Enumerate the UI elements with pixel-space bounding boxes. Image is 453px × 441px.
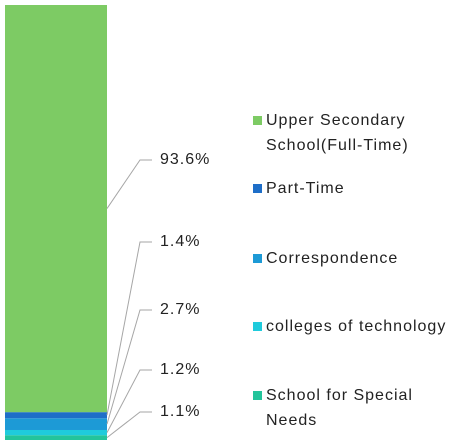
leader-line: [106, 159, 152, 209]
leader-line: [106, 309, 152, 425]
data-label: 1.4%: [160, 233, 200, 250]
leader-line: [106, 369, 152, 433]
legend-label: Part-Time: [266, 180, 345, 197]
bar-segment: [5, 412, 107, 419]
bar-segment: [5, 5, 107, 413]
bar-segment: [5, 435, 107, 440]
data-label: 93.6%: [160, 151, 210, 168]
data-label: 2.7%: [160, 301, 200, 318]
legend-marker: [253, 116, 262, 125]
legend-label: Upper Secondary School(Full-Time): [266, 112, 409, 154]
bar-segment: [5, 429, 107, 436]
legend-marker: [253, 254, 262, 263]
leader-line: [106, 411, 152, 439]
leader-line: [106, 241, 152, 416]
legend-marker: [253, 322, 262, 331]
data-label: 1.2%: [160, 361, 200, 378]
bar-segment: [5, 418, 107, 430]
data-label: 1.1%: [160, 403, 200, 420]
legend-label: colleges of technology: [266, 318, 447, 335]
legend-marker: [253, 391, 262, 400]
legend-label: Correspondence: [266, 250, 399, 267]
legend-label: School for Special Needs: [266, 387, 413, 429]
legend-marker: [253, 184, 262, 193]
